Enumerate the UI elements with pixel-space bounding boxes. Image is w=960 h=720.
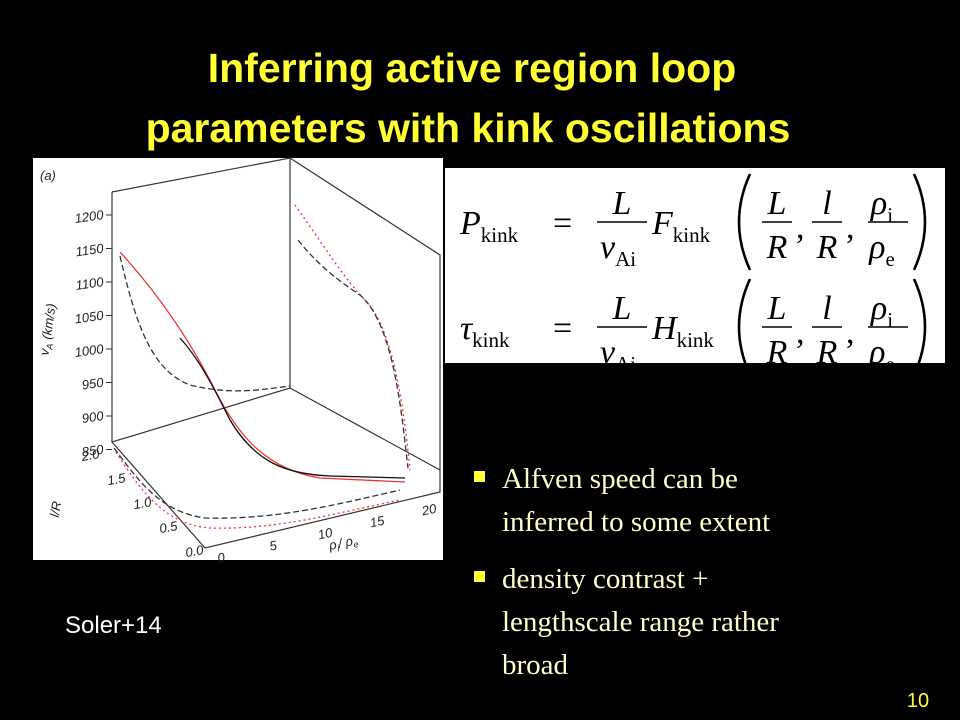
math-text: Hkink [651, 310, 714, 352]
math-text: R [766, 229, 788, 266]
tick-label: 1000 [74, 341, 105, 360]
tick-label: 0.5 [158, 518, 179, 536]
math-text: R [816, 229, 838, 266]
equation-background [445, 168, 945, 363]
figure: (a) vA (km/s) l/R ρi/ ρe 120011501100105… [33, 157, 443, 566]
axis-label: l/R [47, 500, 65, 518]
tick-label: 1100 [75, 274, 106, 293]
tick-label: 20 [419, 501, 438, 519]
page-number: 10 [907, 690, 929, 712]
math-text: L [767, 290, 787, 327]
math-text: l [822, 290, 831, 327]
panel-label: (a) [40, 168, 56, 183]
tick-label: 1050 [74, 308, 105, 327]
bullet-text: density contrast + [502, 563, 708, 595]
math-text: ρi [870, 290, 893, 332]
bullet-text: lengthscale range rather [502, 606, 779, 638]
bullet-text: inferred to some extent [502, 506, 770, 538]
parenthesis [912, 173, 927, 271]
math-text: L [767, 185, 787, 222]
math-text: = [553, 310, 572, 347]
math-text: L [612, 290, 632, 327]
bullet-text: broad [502, 649, 569, 681]
math-text: R [766, 334, 788, 371]
box-frame [111, 157, 441, 549]
math-text: , [846, 209, 855, 246]
tick-label: 0 [216, 549, 227, 565]
tick-label: 850 [81, 442, 105, 460]
figure-background [33, 158, 443, 560]
math-text: , [796, 314, 805, 351]
tick-label: 1.5 [106, 470, 127, 488]
math-text: ρi [870, 185, 893, 227]
axis-label: vA (km/s) [36, 302, 60, 356]
math-text: vAi [600, 334, 636, 376]
tick-label: 0.0 [184, 542, 205, 560]
math-text: l [822, 185, 831, 222]
math-text: , [846, 314, 855, 351]
tick-label: 15 [368, 513, 386, 531]
tick-label: 1150 [75, 241, 106, 260]
math-text: vAi [600, 229, 636, 271]
bullet-marker [474, 571, 485, 582]
parenthesis [737, 173, 752, 271]
tick-label: 10 [316, 525, 334, 543]
math-text: , [796, 209, 805, 246]
curves [113, 204, 411, 529]
math-text: R [816, 334, 838, 371]
math-text: τkink [460, 310, 510, 352]
citation: Soler+14 [65, 612, 162, 639]
tick-label: 950 [81, 375, 105, 393]
tick-label: 2.0 [79, 446, 101, 464]
parenthesis [912, 278, 927, 376]
tick-label: 900 [81, 408, 105, 426]
math-text: Pkink [459, 205, 519, 247]
tick-label: 1.0 [132, 494, 153, 512]
math-text: ρe [868, 334, 895, 376]
parenthesis [737, 278, 752, 376]
title-line: Inferring active region loop [208, 45, 737, 91]
math-text: ρe [868, 229, 895, 271]
tick-label: 1200 [74, 207, 105, 226]
bullet-marker [474, 471, 485, 482]
math-text: Fkink [651, 205, 711, 247]
math-text: = [553, 205, 572, 242]
tick-label: 5 [268, 537, 279, 553]
title-line: parameters with kink oscillations [146, 105, 791, 151]
axis-label: ρi/ ρe [327, 532, 360, 555]
math-text: L [612, 185, 632, 222]
bullet-text: Alfven speed can be [502, 463, 738, 495]
